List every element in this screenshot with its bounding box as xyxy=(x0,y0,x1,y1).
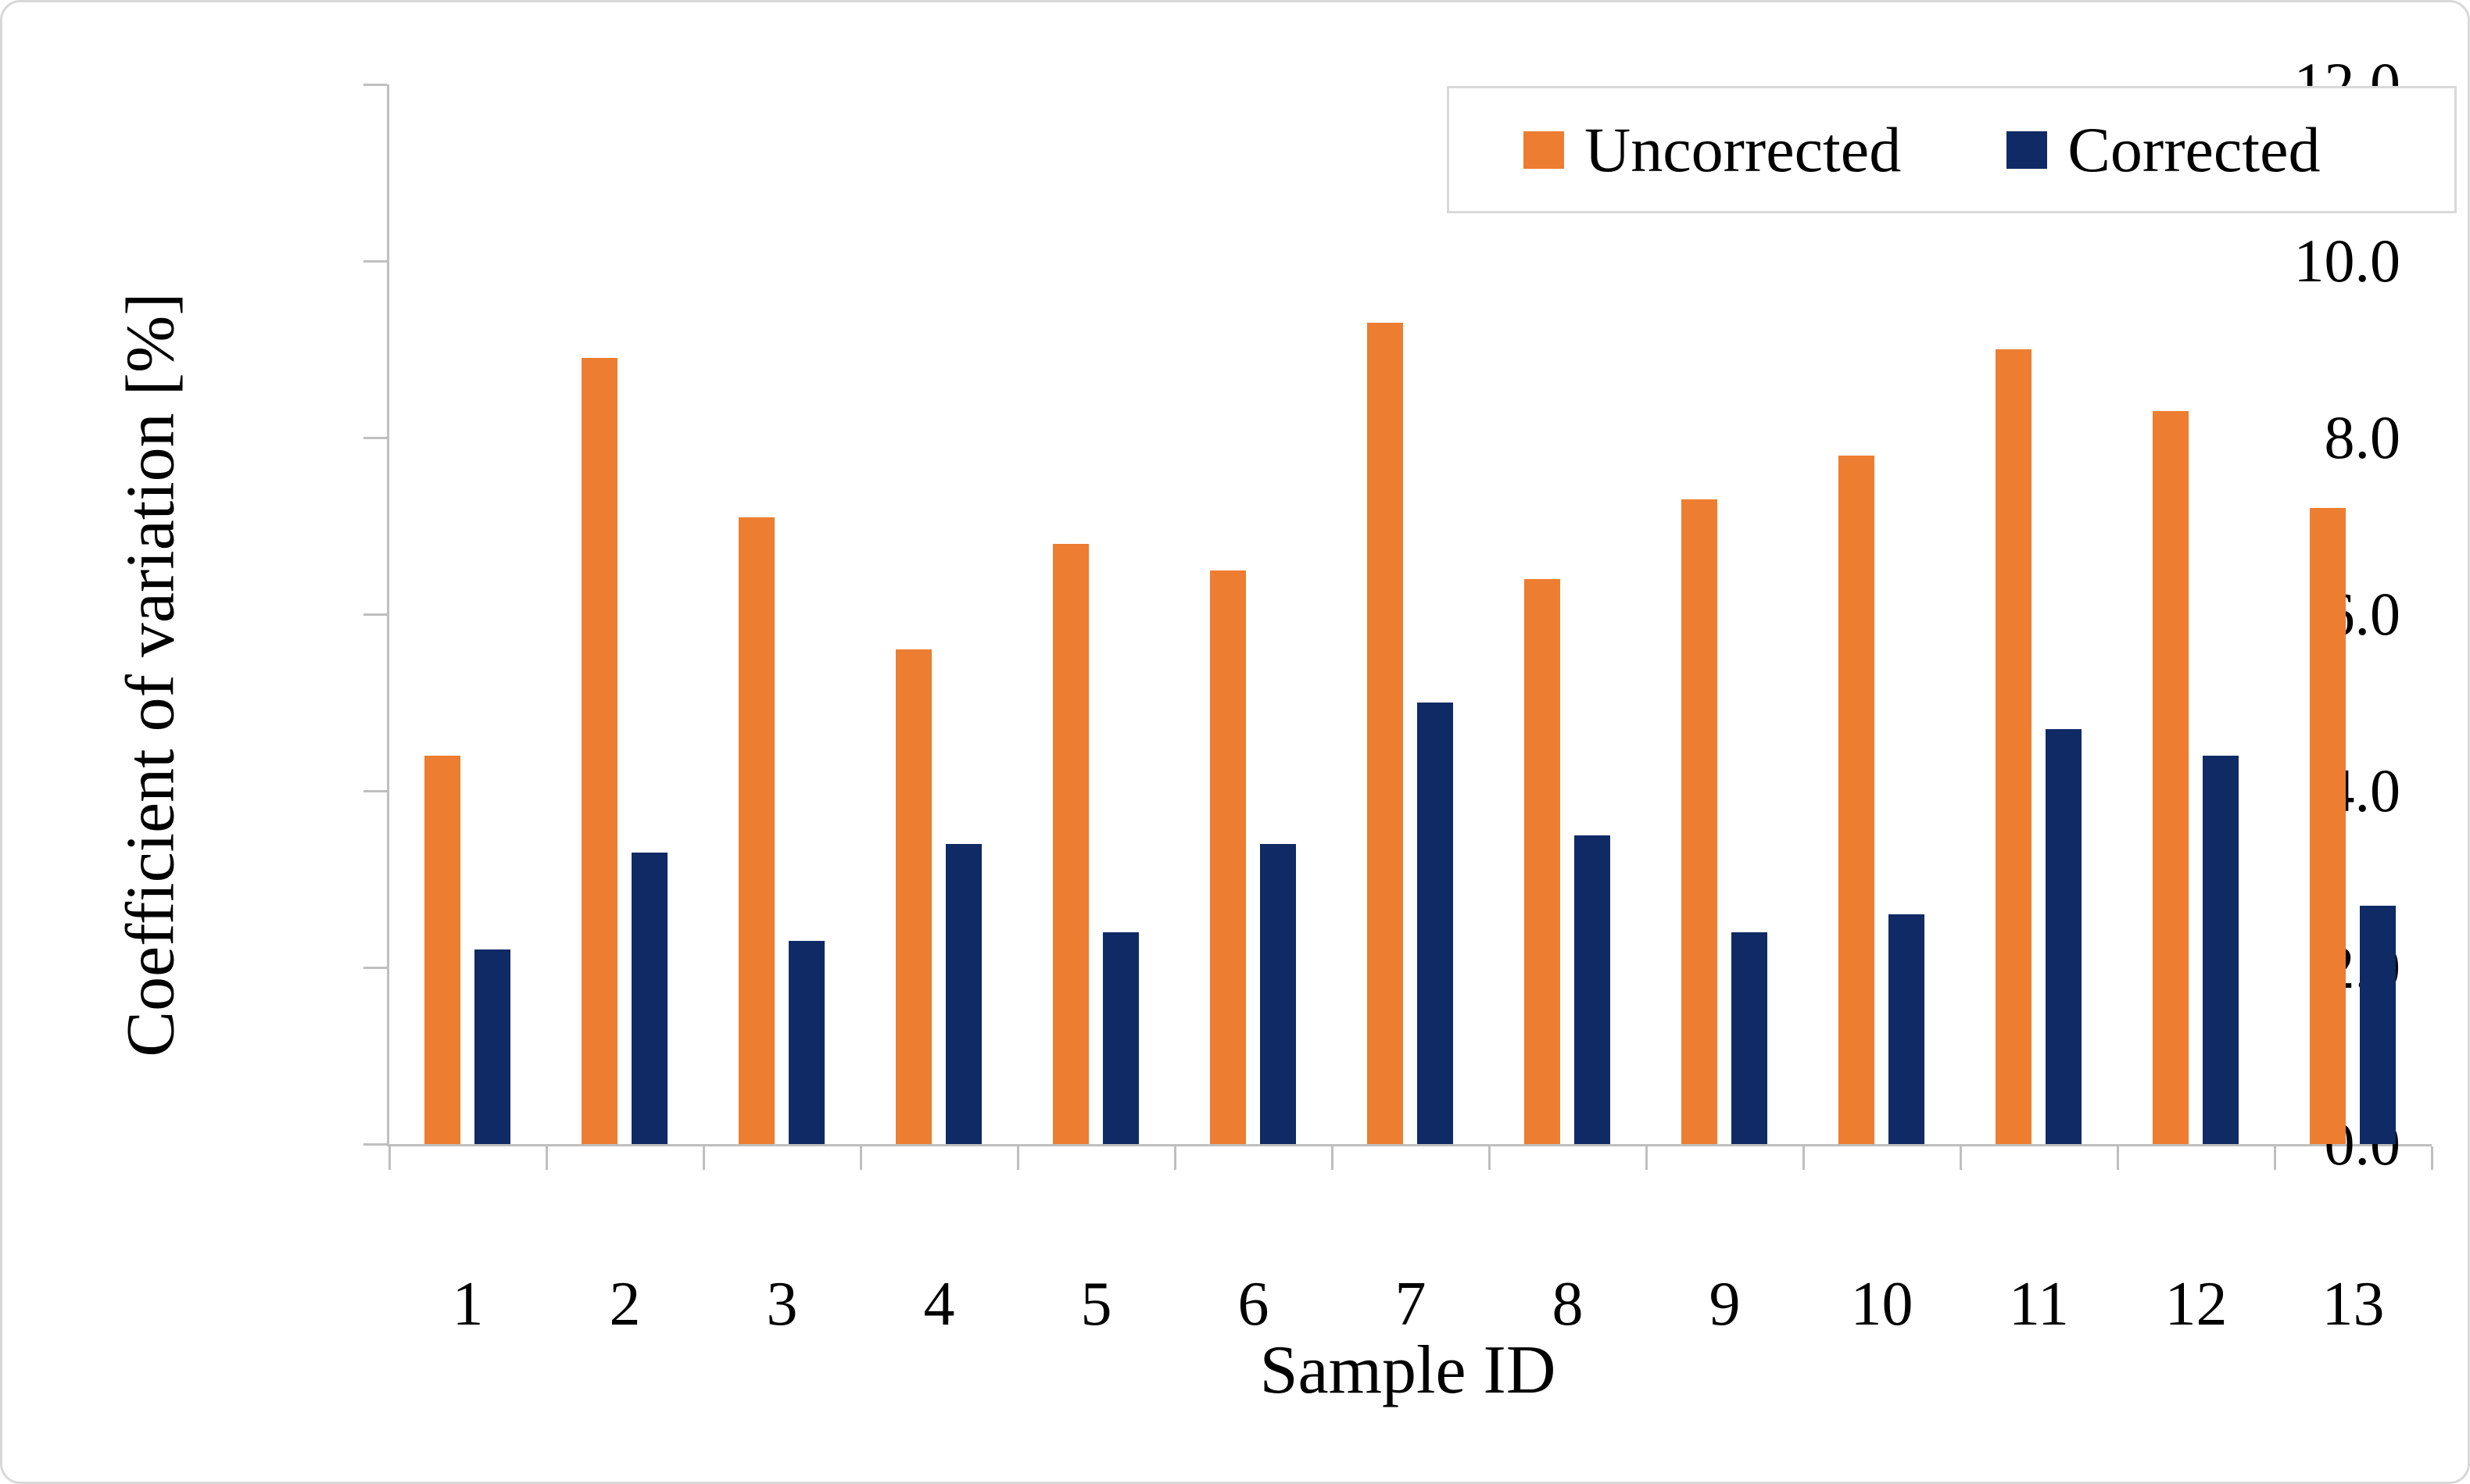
x-axis-tick xyxy=(2273,1146,2276,1170)
x-axis-category-label: 12 xyxy=(2164,1270,2228,1339)
x-axis-category-label: 8 xyxy=(1552,1270,1584,1339)
x-axis-category-label: 1 xyxy=(452,1270,484,1339)
legend-label-uncorrected: Uncorrected xyxy=(1584,113,1902,185)
x-axis-tick xyxy=(1802,1146,1805,1170)
legend-label-corrected: Corrected xyxy=(2067,113,2321,185)
y-axis-tick-label: 4.0 xyxy=(2324,756,2401,824)
bar-corrected-3 xyxy=(788,941,825,1144)
y-axis-tick-label: 8.0 xyxy=(2324,403,2401,471)
x-axis-tick xyxy=(2430,1146,2433,1170)
y-axis-tick xyxy=(363,967,387,969)
x-axis-tick xyxy=(859,1146,862,1170)
legend-item-uncorrected: Uncorrected xyxy=(1523,113,1902,185)
x-axis-category-label: 7 xyxy=(1394,1270,1427,1339)
bar-corrected-5 xyxy=(1102,932,1139,1144)
bar-uncorrected-3 xyxy=(738,517,775,1144)
y-axis-tick xyxy=(363,260,387,263)
bar-corrected-13 xyxy=(2359,905,2396,1144)
legend: Uncorrected Corrected xyxy=(1447,86,2457,213)
bar-uncorrected-6 xyxy=(1209,570,1246,1144)
x-axis-tick xyxy=(545,1146,548,1170)
y-axis-tick xyxy=(363,1143,387,1146)
bar-corrected-11 xyxy=(2045,728,2082,1144)
x-axis-tick xyxy=(2116,1146,2119,1170)
bar-uncorrected-9 xyxy=(1681,499,1717,1144)
bar-uncorrected-8 xyxy=(1523,578,1560,1144)
bar-corrected-4 xyxy=(945,843,982,1144)
y-axis-title: Coefficient of variation [%] xyxy=(113,292,189,1057)
bar-uncorrected-5 xyxy=(1052,543,1089,1144)
bar-uncorrected-7 xyxy=(1366,323,1403,1144)
y-axis-tick xyxy=(363,84,387,86)
x-axis-category-label: 13 xyxy=(2321,1270,2385,1339)
x-axis-tick xyxy=(1487,1146,1491,1170)
bar-corrected-10 xyxy=(1888,914,1924,1144)
bar-corrected-1 xyxy=(474,949,510,1144)
x-axis-category-label: 5 xyxy=(1080,1270,1112,1339)
bar-corrected-2 xyxy=(631,853,668,1144)
x-axis-category-label: 11 xyxy=(2008,1270,2070,1339)
x-axis-tick xyxy=(388,1146,391,1170)
bar-uncorrected-4 xyxy=(895,649,932,1144)
y-axis-tick-label: 6.0 xyxy=(2324,580,2401,648)
y-axis-tick-label: 10.0 xyxy=(2293,227,2401,295)
bar-uncorrected-13 xyxy=(2309,508,2346,1144)
corrected-swatch-icon xyxy=(2006,131,2048,169)
x-axis-tick xyxy=(1016,1146,1019,1170)
x-axis-tick xyxy=(1173,1146,1176,1170)
bar-uncorrected-1 xyxy=(424,755,460,1144)
bar-corrected-9 xyxy=(1731,932,1767,1144)
y-axis-tick xyxy=(363,437,387,439)
x-axis-tick xyxy=(1330,1146,1333,1170)
bar-corrected-7 xyxy=(1416,703,1453,1144)
bar-corrected-6 xyxy=(1259,843,1296,1144)
x-axis-tick xyxy=(1645,1146,1648,1170)
bar-uncorrected-12 xyxy=(2152,411,2189,1144)
x-axis-category-label: 2 xyxy=(609,1270,641,1339)
x-axis-category-label: 6 xyxy=(1237,1270,1269,1339)
bar-uncorrected-11 xyxy=(1995,349,2031,1144)
bar-corrected-8 xyxy=(1573,835,1610,1144)
y-axis-tick xyxy=(363,613,387,616)
uncorrected-swatch-icon xyxy=(1523,131,1564,169)
y-axis-tick xyxy=(363,790,387,792)
x-axis-category-label: 9 xyxy=(1709,1270,1741,1339)
legend-item-corrected: Corrected xyxy=(2006,113,2321,185)
x-axis-title: Sample ID xyxy=(1259,1332,1556,1408)
x-axis-category-label: 10 xyxy=(1850,1270,1913,1339)
x-axis-category-label: 3 xyxy=(766,1270,798,1339)
bar-uncorrected-2 xyxy=(581,358,618,1144)
x-axis-category-label: 4 xyxy=(923,1270,955,1339)
x-axis-tick xyxy=(1959,1146,1962,1170)
x-axis-tick xyxy=(702,1146,705,1170)
bar-corrected-12 xyxy=(2202,755,2239,1144)
bar-uncorrected-10 xyxy=(1838,455,1874,1144)
